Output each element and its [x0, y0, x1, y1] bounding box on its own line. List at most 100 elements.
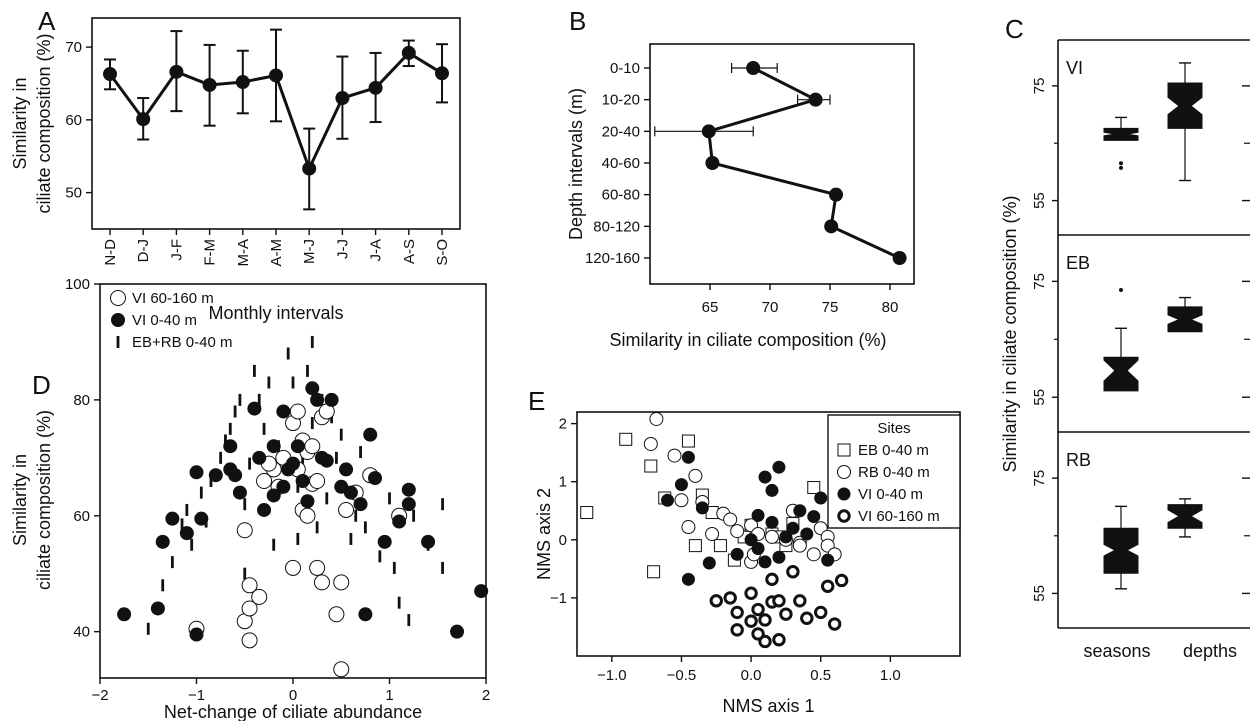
panel-d-point-ebrb — [306, 364, 309, 377]
panel-e-point-vi-deep — [758, 613, 772, 627]
panel-e-legend-marker-vi-deep — [837, 509, 851, 523]
panel-c-xtick-label: seasons — [1083, 641, 1150, 661]
panel-e-point-vi-deep — [793, 594, 807, 608]
panel-e-point-vi-deep — [834, 573, 849, 588]
panel-d-point-vi-shallow — [319, 453, 334, 468]
panel-c-box — [1167, 82, 1203, 129]
panel-e-point-vi-deep — [751, 627, 765, 641]
panel-d-point-ebrb — [354, 509, 358, 522]
panel-e-point-vi-shallow — [786, 521, 800, 535]
panel-b-point — [701, 124, 716, 139]
panel-e-point-vi-shallow — [681, 572, 695, 586]
panel-e-point-rb — [674, 493, 689, 508]
panel-c-box — [1167, 306, 1203, 333]
panel-d-point-vi-deep — [241, 577, 258, 594]
panel-b-ytick-label: 40-60 — [602, 155, 640, 172]
panel-e-legend-box — [827, 414, 961, 529]
panel-e-legend-marker-rb — [837, 465, 851, 479]
panel-e-point-vi-shallow — [744, 533, 758, 547]
panel-e-point-vi-deep — [751, 602, 765, 617]
panel-a-xtick-label: N-D — [102, 239, 119, 266]
panel-e-point-vi-shallow — [695, 501, 709, 515]
panel-b-ytick-label: 0-10 — [610, 60, 640, 77]
panel-e-frame — [576, 411, 961, 657]
panel-d-point-vi-shallow — [450, 624, 465, 639]
panel-d-point-vi-deep — [241, 632, 258, 649]
panel-d-point-vi-shallow — [310, 392, 325, 407]
panel-e-legend-label: EB 0-40 m — [858, 442, 929, 459]
panel-a-ylabel-line2: ciliate composition (%) — [34, 33, 54, 213]
panel-d-point-ebrb — [190, 538, 194, 551]
panel-d-point-vi-deep — [299, 507, 316, 524]
panel-d-point-vi-shallow — [194, 511, 209, 526]
panel-a-xtick-label: D-J — [135, 239, 152, 262]
panel-label-d: D — [32, 370, 51, 400]
panel-e-point-vi-shallow — [814, 491, 828, 505]
panel-b-ytick-label: 120-160 — [585, 250, 640, 267]
panel-e-point-vi-shallow — [702, 556, 716, 570]
panel-e-point-vi-deep — [765, 572, 779, 587]
panel-e-point-vi-shallow — [772, 550, 786, 564]
panel-c-ytick-label: 55 — [1031, 585, 1048, 602]
panel-d-point-vi-shallow — [358, 607, 373, 622]
panel-d-point-ebrb — [243, 567, 247, 580]
panel-a-xlabel: Monthly intervals — [208, 303, 343, 323]
panel-d-point-ebrb — [257, 393, 261, 406]
panel-d-point-vi-deep — [304, 438, 321, 455]
panel-d-xlabel: Net-change of ciliate abundance — [164, 702, 422, 721]
panel-d-point-vi-deep — [338, 501, 355, 518]
panel-d-point-ebrb — [262, 422, 266, 435]
panel-label-c: C — [1005, 14, 1024, 44]
panel-d-point-vi-deep — [328, 606, 345, 623]
panel-d-xtick-label: 0 — [289, 687, 297, 704]
panel-d-point-vi-shallow — [290, 439, 305, 454]
panel-c-site-label: VI — [1066, 58, 1083, 78]
panel-b-frame — [649, 43, 915, 285]
panel-d-point-vi-shallow — [208, 468, 223, 483]
panel-b-xtick-label: 75 — [822, 299, 839, 316]
panel-b-point — [824, 219, 839, 234]
panel-d-point-vi-shallow — [421, 534, 436, 549]
panel-e-point-eb — [807, 481, 821, 495]
panel-d-xtick-label: −2 — [91, 687, 108, 704]
panel-b-chart: 65 70 75 80 0-10 10-20 20-40 40-60 60-80 80-120 12… — [566, 43, 915, 350]
panel-d-point-ebrb — [170, 556, 174, 569]
panel-d-point-vi-deep — [309, 559, 326, 576]
panel-label-e: E — [528, 386, 545, 416]
panel-a-xtick-label: M-A — [235, 239, 252, 267]
panel-a-point — [335, 91, 350, 106]
panel-d-xtick-label: 2 — [482, 687, 490, 704]
panel-a-point — [435, 66, 449, 81]
panel-d-point-vi-shallow — [392, 514, 407, 529]
panel-d-point-ebrb — [161, 579, 165, 592]
panel-e-point-vi-shallow — [674, 478, 688, 492]
panel-d-legend-marker-vi-shallow — [111, 313, 125, 327]
panel-e-ylabel: NMS axis 2 — [534, 488, 554, 580]
panel-e-point-rb — [681, 520, 696, 535]
panel-e-legend-label: VI 60-160 m — [858, 508, 940, 525]
panel-a-xtick-label: J-F — [168, 239, 185, 261]
panel-d-point-ebrb — [146, 622, 150, 635]
panel-c-box — [1103, 356, 1139, 392]
panel-d-point-vi-shallow — [474, 584, 489, 599]
panel-a-point — [103, 67, 117, 82]
panel-c-outlier — [1119, 161, 1123, 166]
panel-a-ylabel-line1: Similarity in — [10, 77, 30, 169]
panel-d-ytick-label: 100 — [65, 276, 90, 293]
panel-d-point-ebrb — [315, 521, 319, 534]
panel-e-point-vi-deep — [772, 594, 786, 608]
panel-a-point — [202, 77, 217, 92]
panel-e-point-vi-shallow — [751, 508, 765, 522]
panel-d-point-vi-deep — [285, 559, 301, 576]
panel-e-point-vi-deep — [786, 565, 800, 579]
panel-e-point-vi-shallow — [765, 515, 779, 529]
panel-d-point-ebrb — [291, 376, 295, 389]
panel-a-xtick-label: F-M — [202, 239, 219, 266]
panel-e-point-vi-shallow — [758, 470, 772, 484]
panel-d-point-vi-shallow — [353, 497, 368, 512]
panel-c-site-label: RB — [1066, 450, 1091, 470]
panel-d-legend-marker-vi-deep — [110, 290, 126, 306]
panel-e-point-eb — [681, 434, 695, 448]
panel-b-ytick-label: 10-20 — [602, 92, 640, 109]
panel-b-xtick-label: 80 — [882, 299, 899, 316]
